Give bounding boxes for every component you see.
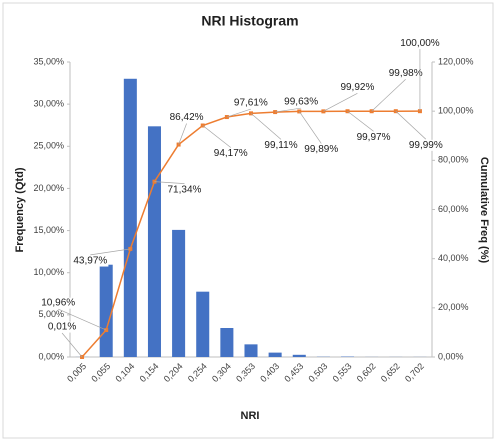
label-background xyxy=(166,184,203,196)
label-background xyxy=(387,67,424,79)
y-tick-label: 30,00% xyxy=(33,99,64,109)
y-tick-label: 5,00% xyxy=(38,309,64,319)
y2-tick-label: 100,00% xyxy=(438,106,474,116)
y2-tick-label: 0,00% xyxy=(438,351,464,361)
data-label: 94,17% xyxy=(214,148,248,159)
data-label: 86,42% xyxy=(170,112,204,123)
leader-line xyxy=(202,125,231,148)
bar xyxy=(196,291,210,357)
bar xyxy=(99,264,113,357)
bar xyxy=(244,344,258,357)
data-label: 43,97% xyxy=(73,256,107,267)
bar xyxy=(268,352,282,357)
bar xyxy=(147,126,161,357)
label-background xyxy=(168,112,205,124)
leader-line xyxy=(298,111,322,144)
data-label: 0,01% xyxy=(48,322,76,333)
data-label: 99,63% xyxy=(284,97,318,108)
bar xyxy=(220,328,234,357)
bar xyxy=(292,354,306,357)
leader-line xyxy=(323,93,358,112)
label-background xyxy=(232,97,269,109)
leader-line xyxy=(154,181,185,184)
data-label: 97,61% xyxy=(234,98,268,109)
leader-line xyxy=(61,332,83,358)
y-tick-label: 25,00% xyxy=(33,141,64,151)
label-background xyxy=(303,144,340,156)
y-tick-label: 10,00% xyxy=(33,267,64,277)
label-background xyxy=(72,255,109,267)
y2-tick-label: 40,00% xyxy=(438,253,469,263)
data-label: 99,92% xyxy=(340,82,374,93)
y-tick-label: 35,00% xyxy=(33,56,64,66)
y-tick-label: 15,00% xyxy=(33,225,64,235)
y2-tick-label: 80,00% xyxy=(438,155,469,165)
label-background xyxy=(263,139,299,151)
data-label: 100,00% xyxy=(400,38,440,49)
data-label: 99,97% xyxy=(357,132,391,143)
leader-line xyxy=(226,108,251,118)
label-background xyxy=(399,37,441,49)
leader-line xyxy=(90,248,131,256)
y-tick-label: 0,00% xyxy=(38,351,64,361)
leader-line xyxy=(347,110,374,132)
label-background xyxy=(283,96,320,108)
data-label: 99,11% xyxy=(264,140,297,151)
leader-line xyxy=(395,110,427,140)
x-axis-title: NRI xyxy=(241,410,260,422)
data-label: 71,34% xyxy=(168,184,202,195)
y2-tick-label: 20,00% xyxy=(438,302,469,312)
y2-axis-title: Cumulative Freq (%) xyxy=(478,157,490,264)
data-label: 99,99% xyxy=(409,140,443,151)
y2-tick-label: 120,00% xyxy=(438,56,474,66)
y2-tick-label: 60,00% xyxy=(438,204,469,214)
leader-line xyxy=(275,107,302,113)
bar xyxy=(172,229,186,357)
chart-title: NRI Histogram xyxy=(201,13,298,29)
data-label: 10,96% xyxy=(41,298,75,309)
label-background xyxy=(407,139,444,151)
label-background xyxy=(212,148,249,160)
leader-line xyxy=(58,308,107,331)
data-label: 99,89% xyxy=(304,144,338,155)
leader-line xyxy=(178,123,187,145)
label-background xyxy=(339,82,376,94)
label-background xyxy=(355,131,392,143)
label-background xyxy=(46,321,78,333)
y-axis-title: Frequency (Qtd) xyxy=(14,167,26,252)
label-background xyxy=(40,297,77,309)
bar xyxy=(123,78,137,357)
leader-line xyxy=(250,113,282,140)
leader-line xyxy=(371,78,406,112)
y-tick-label: 20,00% xyxy=(33,183,64,193)
data-label: 99,98% xyxy=(389,68,423,79)
